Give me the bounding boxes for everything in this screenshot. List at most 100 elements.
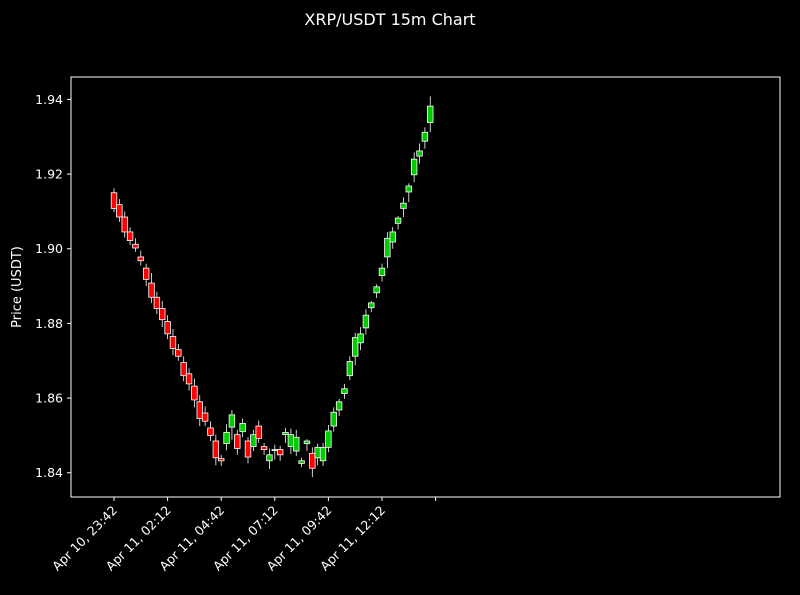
candle-body-up bbox=[421, 131, 429, 142]
candle bbox=[266, 448, 273, 469]
candle-body-down bbox=[180, 362, 187, 377]
candle-body-down bbox=[234, 434, 241, 449]
candle-body-up bbox=[239, 423, 246, 433]
candle bbox=[164, 315, 171, 340]
candle-body-up bbox=[223, 432, 230, 445]
y-tick-label: 1.90 bbox=[35, 241, 63, 256]
y-tick-label: 1.94 bbox=[35, 92, 63, 107]
candles-layer bbox=[110, 96, 434, 478]
y-tick-label: 1.88 bbox=[35, 316, 63, 331]
y-tick-label: 1.86 bbox=[35, 391, 63, 406]
candle bbox=[325, 424, 332, 453]
candle bbox=[191, 378, 198, 408]
candle bbox=[121, 211, 128, 238]
candle-body-up bbox=[384, 237, 391, 258]
candle bbox=[137, 250, 144, 266]
candle-body-up bbox=[250, 434, 257, 447]
candle bbox=[410, 152, 418, 183]
candle bbox=[201, 406, 209, 427]
candle bbox=[346, 356, 354, 381]
candle bbox=[260, 442, 268, 455]
candle bbox=[110, 188, 118, 213]
candle-body-up bbox=[427, 105, 434, 123]
candle-body-down bbox=[110, 192, 118, 209]
candle bbox=[153, 291, 161, 315]
candle bbox=[234, 429, 241, 455]
candle-body-up bbox=[394, 217, 402, 224]
candle bbox=[394, 215, 402, 230]
candle bbox=[126, 227, 134, 245]
candle-body-down bbox=[132, 243, 139, 249]
candle-body-up bbox=[228, 414, 236, 428]
candle bbox=[335, 398, 343, 416]
candle-body-down bbox=[196, 401, 203, 419]
candle-body-down bbox=[148, 282, 155, 298]
y-tick-label: 1.92 bbox=[35, 167, 63, 182]
candle-body-up bbox=[335, 401, 343, 411]
candle bbox=[276, 445, 284, 461]
y-axis-label: Price (USDT) bbox=[10, 246, 25, 328]
candle bbox=[116, 199, 123, 222]
candle bbox=[239, 418, 246, 438]
candle-body-up bbox=[362, 314, 370, 329]
candle-body-up bbox=[368, 302, 375, 309]
candle-body-up bbox=[287, 434, 295, 447]
candle bbox=[196, 395, 203, 427]
candle-body-up bbox=[378, 267, 386, 277]
candle bbox=[416, 143, 423, 164]
candle bbox=[244, 437, 252, 464]
candle bbox=[298, 457, 305, 468]
candle bbox=[351, 332, 359, 366]
chart-title: XRP/USDT 15m Chart bbox=[304, 10, 475, 29]
candle bbox=[421, 127, 429, 149]
candle-body-up bbox=[405, 185, 412, 193]
candle bbox=[223, 424, 230, 451]
candle-body-up bbox=[282, 432, 289, 436]
candle bbox=[250, 429, 257, 452]
candle bbox=[228, 410, 236, 440]
candle-body-down bbox=[164, 321, 171, 335]
candle-body-up bbox=[266, 454, 273, 462]
candle-body-up bbox=[346, 361, 354, 377]
candle bbox=[180, 356, 187, 382]
candle-body-up bbox=[341, 388, 348, 394]
plot-frame bbox=[70, 76, 781, 498]
candle bbox=[132, 238, 139, 252]
candle-body-down bbox=[309, 452, 316, 469]
candle bbox=[293, 429, 300, 456]
candle bbox=[207, 421, 214, 441]
candle bbox=[368, 301, 375, 313]
candle bbox=[384, 231, 391, 269]
candle bbox=[303, 439, 311, 452]
candle-body-down bbox=[159, 308, 166, 321]
candle bbox=[362, 309, 370, 335]
candle-body-up bbox=[410, 158, 418, 176]
candle bbox=[185, 368, 193, 391]
candle bbox=[175, 343, 182, 361]
candle bbox=[142, 263, 150, 287]
candle-body-up bbox=[325, 430, 332, 448]
candle bbox=[373, 284, 380, 299]
candle-body-up bbox=[400, 202, 407, 209]
candle-body-up bbox=[319, 446, 327, 462]
candle-body-up bbox=[416, 150, 423, 157]
candle-body-down bbox=[175, 349, 182, 357]
candle-body-down bbox=[137, 256, 144, 262]
candle-body-down bbox=[121, 216, 128, 233]
candle bbox=[255, 420, 262, 443]
candle bbox=[319, 442, 327, 467]
candle bbox=[400, 197, 407, 217]
candle bbox=[389, 227, 396, 249]
candle bbox=[378, 263, 386, 282]
candle bbox=[309, 447, 316, 478]
candle-body-up bbox=[330, 411, 337, 427]
candle bbox=[357, 327, 364, 351]
candle-body-up bbox=[357, 333, 364, 344]
candle-body-down bbox=[191, 385, 198, 401]
candle-body-down bbox=[207, 427, 214, 436]
candle bbox=[405, 183, 412, 203]
candle-body-down bbox=[212, 440, 220, 459]
candle-body-up bbox=[389, 231, 396, 243]
candle-body-down bbox=[185, 373, 193, 385]
